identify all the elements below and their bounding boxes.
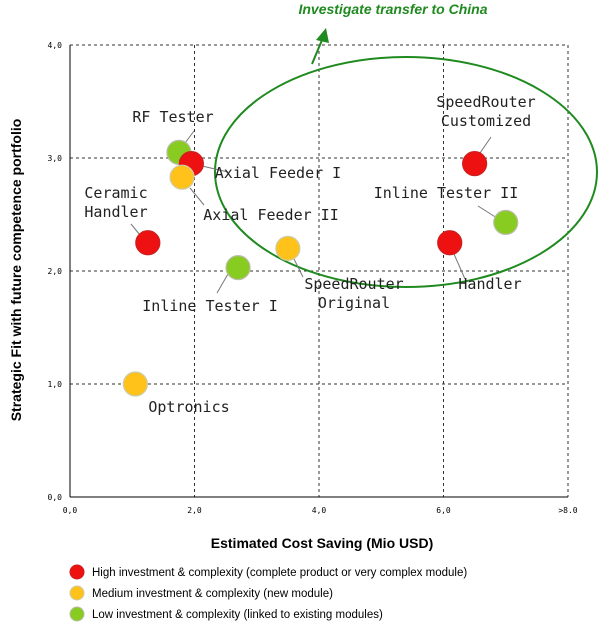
y-axis-label: Strategic Fit with future competence por… [8,119,24,422]
axes [69,45,568,498]
annotation-arrow-head [316,28,329,43]
point-label-speedrouter-original: SpeedRouter Original [304,275,403,312]
x-tick-label: 0,0 [63,506,78,515]
legend-label-medium: Medium investment & complexity (new modu… [92,588,333,600]
point-label-line: SpeedRouter [436,93,535,111]
point-label-handler: Handler [458,275,521,293]
y-tick-label: 4,0 [48,41,63,50]
legend-marker-high [69,564,85,580]
y-tick-label: 3,0 [48,154,63,163]
point-label-line: SpeedRouter [304,275,403,293]
legend-marker-low [69,606,85,622]
point-label-speedrouter-customized: SpeedRouter Customized [436,93,535,130]
y-tick-label: 2,0 [48,267,63,276]
x-tick-label: 4,0 [312,506,327,515]
leader-axial-feeder-i [201,165,229,173]
leader-inline-tester-ii [477,205,498,219]
y-tick-label: 0,0 [48,493,63,502]
point-ceramic-handler [135,230,161,256]
tick-labels: 0,0 2,0 4,0 6,0 >8.0 0,0 1,0 2,0 3,0 4,0 [48,41,578,515]
point-axial-feeder-ii [169,164,195,190]
annotation-arrow-shaft [311,39,323,65]
point-label-ceramic-handler: Ceramic Handler [84,184,147,221]
point-label-line: Customized [441,112,531,130]
highlight-ellipse [214,56,598,288]
leader-speedrouter-original [292,256,304,278]
leader-handler [453,253,466,280]
point-label-axial-feeder-ii: Axial Feeder II [203,206,338,224]
point-label-line: Original [318,294,390,312]
legend-label-high: High investment & complexity (complete p… [92,567,467,579]
point-label-axial-feeder-i: Axial Feeder I [215,164,341,182]
point-speedrouter-customized [462,151,488,177]
highlight-group [214,28,598,288]
point-label-line: Handler [84,203,147,221]
x-tick-label: >8.0 [558,506,577,515]
point-labels: RF Tester Axial Feeder I Axial Feeder II Ce… [84,93,535,416]
point-label-optronics: Optronics [148,398,229,416]
annotation-text: Investigate transfer to China [298,1,487,17]
point-label-inline-tester-i: Inline Tester I [142,297,277,315]
leader-inline-tester-i [216,273,229,294]
y-tick-label: 1,0 [48,380,63,389]
point-inline-tester-i [225,255,251,281]
x-tick-label: 6,0 [436,506,451,515]
leader-speedrouter-customized [479,136,492,154]
x-tick-label: 2,0 [187,506,202,515]
point-label-inline-tester-ii: Inline Tester II [374,184,519,202]
point-label-rf-tester: RF Tester [132,108,213,126]
point-speedrouter-original [275,235,301,261]
legend: High investment & complexity (complete p… [69,564,467,622]
leader-axial-feeder-ii [189,187,205,206]
leader-ceramic-handler [130,223,141,236]
point-optronics [122,371,148,397]
point-label-line: Ceramic [84,184,147,202]
legend-marker-medium [69,585,85,601]
point-inline-tester-ii [493,209,519,236]
legend-label-low: Low investment & complexity (linked to e… [92,609,383,621]
point-handler [437,230,463,256]
x-axis-label: Estimated Cost Saving (Mio USD) [211,535,433,551]
data-points [122,139,519,397]
